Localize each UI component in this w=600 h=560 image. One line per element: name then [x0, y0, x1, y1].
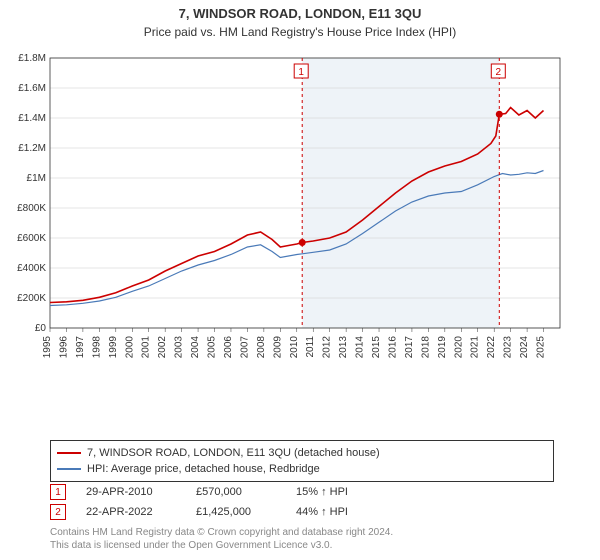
- sale-diff: 44% ↑ HPI: [296, 506, 396, 518]
- svg-text:2013: 2013: [338, 336, 349, 359]
- svg-text:2006: 2006: [223, 336, 234, 359]
- sale-price: £1,425,000: [196, 506, 296, 518]
- svg-text:£200K: £200K: [17, 293, 46, 304]
- svg-text:2005: 2005: [207, 336, 218, 359]
- svg-text:1998: 1998: [91, 336, 102, 359]
- sales-list: 1 29-APR-2010 £570,000 15% ↑ HPI 2 22-AP…: [50, 482, 396, 522]
- svg-text:2008: 2008: [256, 336, 267, 359]
- price-chart: £0 £200K £400K £600K £800K £1M £1.2M £1.4M £1.6M…: [10, 48, 570, 378]
- svg-text:2012: 2012: [322, 336, 333, 359]
- footnote-line: This data is licensed under the Open Gov…: [50, 539, 393, 552]
- svg-text:2020: 2020: [453, 336, 464, 359]
- svg-text:£1.4M: £1.4M: [18, 113, 46, 124]
- svg-text:£0: £0: [35, 323, 47, 334]
- sale-date: 22-APR-2022: [86, 506, 196, 518]
- svg-text:£400K: £400K: [17, 263, 46, 274]
- legend-item-property: 7, WINDSOR ROAD, LONDON, E11 3QU (detach…: [57, 445, 547, 461]
- sale-row: 1 29-APR-2010 £570,000 15% ↑ HPI: [50, 482, 396, 502]
- legend-swatch-property: [57, 452, 81, 454]
- legend: 7, WINDSOR ROAD, LONDON, E11 3QU (detach…: [50, 440, 554, 482]
- svg-text:2018: 2018: [420, 336, 431, 359]
- svg-text:£600K: £600K: [17, 233, 46, 244]
- svg-text:£1M: £1M: [27, 173, 46, 184]
- svg-text:2: 2: [496, 67, 502, 78]
- sale-row: 2 22-APR-2022 £1,425,000 44% ↑ HPI: [50, 502, 396, 522]
- svg-text:1995: 1995: [42, 336, 53, 359]
- svg-text:1999: 1999: [108, 336, 119, 359]
- svg-text:2016: 2016: [387, 336, 398, 359]
- svg-text:2000: 2000: [124, 336, 135, 359]
- sale-diff: 15% ↑ HPI: [296, 486, 396, 498]
- sale-marker-icon: 1: [50, 484, 66, 500]
- svg-text:2024: 2024: [519, 336, 530, 359]
- footnote: Contains HM Land Registry data © Crown c…: [50, 526, 393, 552]
- sale-date: 29-APR-2010: [86, 486, 196, 498]
- svg-text:2004: 2004: [190, 336, 201, 359]
- svg-text:2011: 2011: [305, 336, 316, 358]
- sale-price: £570,000: [196, 486, 296, 498]
- svg-text:2019: 2019: [437, 336, 448, 359]
- legend-label-hpi: HPI: Average price, detached house, Redb…: [87, 461, 320, 477]
- legend-item-hpi: HPI: Average price, detached house, Redb…: [57, 461, 547, 477]
- svg-text:2010: 2010: [289, 336, 300, 359]
- svg-text:£1.2M: £1.2M: [18, 143, 46, 154]
- svg-text:2007: 2007: [239, 336, 250, 359]
- sale-marker-icon: 2: [50, 504, 66, 520]
- svg-text:2021: 2021: [470, 336, 481, 359]
- svg-text:1996: 1996: [58, 336, 69, 359]
- footnote-line: Contains HM Land Registry data © Crown c…: [50, 526, 393, 539]
- legend-swatch-hpi: [57, 468, 81, 470]
- svg-text:£1.8M: £1.8M: [18, 53, 46, 64]
- svg-text:2014: 2014: [355, 336, 366, 359]
- svg-text:2017: 2017: [404, 336, 415, 359]
- page-title: 7, WINDSOR ROAD, LONDON, E11 3QU: [0, 0, 600, 21]
- svg-text:2002: 2002: [157, 336, 168, 359]
- svg-text:2025: 2025: [536, 336, 547, 359]
- svg-text:2015: 2015: [371, 336, 382, 359]
- svg-text:1: 1: [298, 67, 304, 78]
- svg-text:2001: 2001: [141, 336, 152, 359]
- svg-text:1997: 1997: [75, 336, 86, 359]
- svg-text:£800K: £800K: [17, 203, 46, 214]
- svg-text:£1.6M: £1.6M: [18, 83, 46, 94]
- page-subtitle: Price paid vs. HM Land Registry's House …: [0, 21, 600, 39]
- svg-text:2023: 2023: [503, 336, 514, 359]
- svg-text:2009: 2009: [272, 336, 283, 359]
- svg-text:2003: 2003: [174, 336, 185, 359]
- svg-text:2022: 2022: [486, 336, 497, 359]
- legend-label-property: 7, WINDSOR ROAD, LONDON, E11 3QU (detach…: [87, 445, 380, 461]
